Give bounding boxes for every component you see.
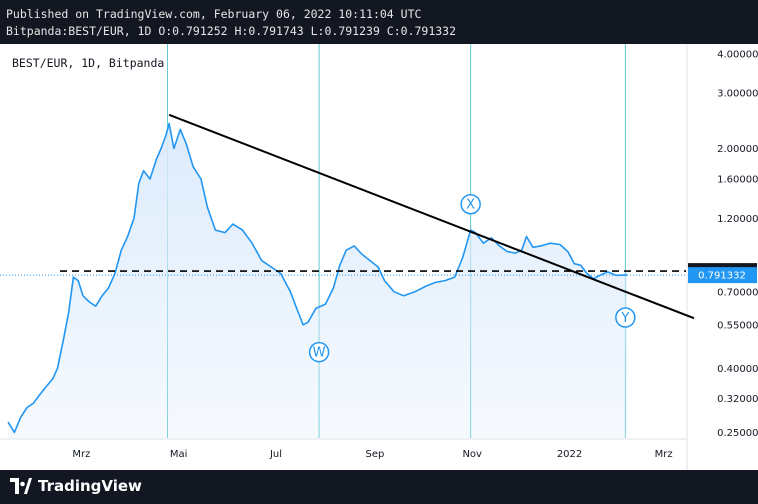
published-text: Published on TradingView.com, February 0… — [6, 7, 422, 21]
x-tick-label: Mai — [170, 449, 188, 460]
brand-text: TradingView — [38, 477, 142, 495]
symbol-label: BEST/EUR, 1D, Bitpanda — [12, 56, 165, 70]
x-tick-label: 2022 — [557, 449, 582, 460]
x-tick-label: Nov — [462, 449, 482, 460]
chart-header: Published on TradingView.com, February 0… — [0, 0, 758, 44]
x-tick-label: Sep — [365, 449, 384, 460]
tv-logo-icon — [10, 478, 32, 494]
y-tick-label: 2.000000 — [717, 144, 758, 155]
y-tick-label: 0.250000 — [717, 428, 758, 439]
svg-text:Y: Y — [620, 311, 629, 326]
x-tick-label: Mrz — [72, 449, 90, 460]
x-tick-label: Jul — [269, 449, 282, 460]
svg-text:0.791332: 0.791332 — [698, 271, 746, 282]
tradingview-logo[interactable]: TradingView — [10, 477, 142, 495]
wave-label-x: X — [460, 193, 481, 215]
wave-label-w: W — [308, 341, 330, 363]
price-chart[interactable]: W X Y 4.000000 3.000000 2.000000 1.600000 1.200… — [0, 0, 758, 470]
footer-bar: TradingView — [0, 470, 758, 504]
y-tick-label: 4.000000 — [717, 49, 758, 60]
y-tick-label: 3.000000 — [717, 89, 758, 100]
ohlc-text: Bitpanda:BEST/EUR, 1D O:0.791252 H:0.791… — [6, 24, 457, 38]
svg-text:X: X — [466, 198, 475, 213]
svg-text:W: W — [313, 346, 326, 361]
x-tick-label: Mrz — [655, 449, 673, 460]
price-area-fill — [8, 123, 627, 438]
y-tick-label: 1.600000 — [717, 174, 758, 185]
trend-line — [168, 113, 695, 320]
wave-label-y: Y — [615, 307, 636, 328]
last-price-badge: 0.791332 — [688, 267, 757, 284]
